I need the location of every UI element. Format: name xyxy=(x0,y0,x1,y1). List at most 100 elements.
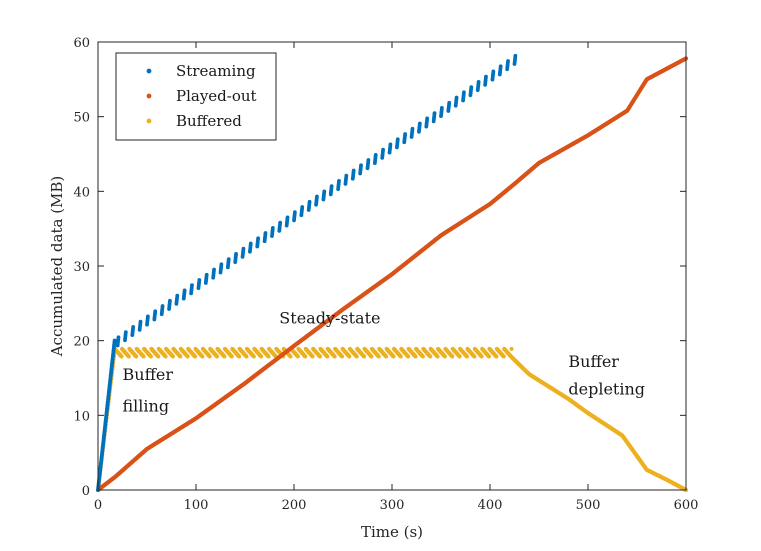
annotation-text: filling xyxy=(123,397,170,416)
y-tick-label: 20 xyxy=(73,335,90,350)
buffered-point xyxy=(354,354,359,359)
y-tick-label: 50 xyxy=(73,111,90,126)
buffered-point xyxy=(237,354,242,359)
buffered-point xyxy=(509,346,514,351)
streaming-point xyxy=(263,231,268,235)
plot-area: 0 100 200 300 400 500 600 0 10 20 30 40 50 60 Steady-… xyxy=(73,36,698,513)
streaming-point xyxy=(190,283,194,288)
series-streaming xyxy=(96,53,518,492)
y-tick-label: 40 xyxy=(73,185,90,200)
buffered-point xyxy=(141,354,146,359)
buffered-point xyxy=(369,354,374,359)
series-buffered xyxy=(96,346,688,492)
x-tick-label: 0 xyxy=(94,498,102,513)
streaming-point xyxy=(248,241,253,246)
streaming-point xyxy=(212,267,216,272)
annotation-text: Buffer xyxy=(123,365,174,384)
streaming-point xyxy=(197,278,202,282)
y-tick-label: 60 xyxy=(73,36,90,51)
streaming-point xyxy=(315,194,319,199)
streaming-point xyxy=(417,121,422,126)
buffered-point xyxy=(178,354,183,359)
streaming-point xyxy=(116,335,121,340)
buffered-point xyxy=(332,354,337,359)
buffered-point xyxy=(251,354,256,359)
streaming-point xyxy=(491,69,496,74)
annotation-text: depleting xyxy=(568,379,645,398)
buffered-point xyxy=(303,354,308,359)
streaming-point xyxy=(182,288,187,293)
streaming-point xyxy=(344,173,349,178)
streaming-point xyxy=(138,319,143,324)
streaming-point xyxy=(123,330,128,334)
streaming-point xyxy=(373,152,378,157)
buffered-point xyxy=(428,354,433,359)
streaming-point xyxy=(234,252,238,256)
buffered-point xyxy=(435,354,440,359)
buffered-point xyxy=(229,354,234,359)
buffered-point xyxy=(457,354,462,359)
buffered-point xyxy=(200,354,205,359)
streaming-point xyxy=(204,272,209,277)
buffered-point xyxy=(244,354,249,359)
y-axis-label: Accumulated data (MB) xyxy=(48,176,66,358)
streaming-point xyxy=(462,90,466,95)
streaming-point xyxy=(131,324,136,329)
buffered-point xyxy=(126,354,131,359)
buffered-point xyxy=(325,354,330,359)
buffered-point xyxy=(340,354,345,359)
streaming-point xyxy=(145,314,150,319)
streaming-point xyxy=(425,116,430,121)
streaming-point xyxy=(112,338,117,343)
buffered-point xyxy=(487,354,492,359)
streaming-point xyxy=(337,179,341,183)
streaming-point xyxy=(278,220,283,225)
streaming-point xyxy=(329,184,334,189)
buffered-point xyxy=(185,354,190,359)
streaming-point xyxy=(168,298,172,303)
buffered-point xyxy=(494,354,499,359)
x-tick-label: 100 xyxy=(184,498,209,513)
buffered-point xyxy=(406,354,411,359)
streaming-point xyxy=(175,293,180,298)
streaming-point xyxy=(285,215,290,220)
streaming-point xyxy=(219,262,224,267)
buffered-point xyxy=(413,354,418,359)
buffered-point xyxy=(310,354,315,359)
buffered-point xyxy=(464,354,469,359)
buffered-point xyxy=(266,354,271,359)
buffered-point xyxy=(215,354,220,359)
streaming-point xyxy=(432,111,437,116)
streaming-point xyxy=(506,59,510,63)
streaming-point xyxy=(359,163,363,168)
buffered-point xyxy=(501,354,506,359)
x-tick-label: 600 xyxy=(674,498,699,513)
buffered-point xyxy=(288,354,293,359)
y-tick-label: 10 xyxy=(73,409,90,424)
streaming-point xyxy=(403,132,408,136)
buffered-point xyxy=(259,354,264,359)
buffered-point xyxy=(222,354,227,359)
legend-box xyxy=(115,52,277,141)
x-tick-label: 300 xyxy=(380,498,405,513)
streaming-point xyxy=(300,205,305,209)
buffered-point xyxy=(391,354,396,359)
annotation-layer: Steady-state Buffer filling Buffer depleting xyxy=(123,309,646,416)
streaming-point xyxy=(395,137,400,142)
legend: Streaming Played-out Buffered xyxy=(115,52,277,141)
annotation-text: Steady-state xyxy=(279,309,380,328)
buffered-point xyxy=(295,354,300,359)
legend-marker-streaming xyxy=(146,68,152,74)
buffered-point xyxy=(119,354,124,359)
buffered-point xyxy=(479,354,484,359)
streaming-point xyxy=(454,95,459,100)
buffered-point xyxy=(148,354,153,359)
streaming-point xyxy=(241,246,246,251)
streaming-point xyxy=(153,309,158,314)
series-layer xyxy=(96,53,688,492)
x-tick-label: 500 xyxy=(576,498,601,513)
buffered-point xyxy=(156,354,161,359)
x-tick-label: 400 xyxy=(478,498,503,513)
buffered-point xyxy=(163,354,168,359)
streaming-point xyxy=(484,74,488,79)
